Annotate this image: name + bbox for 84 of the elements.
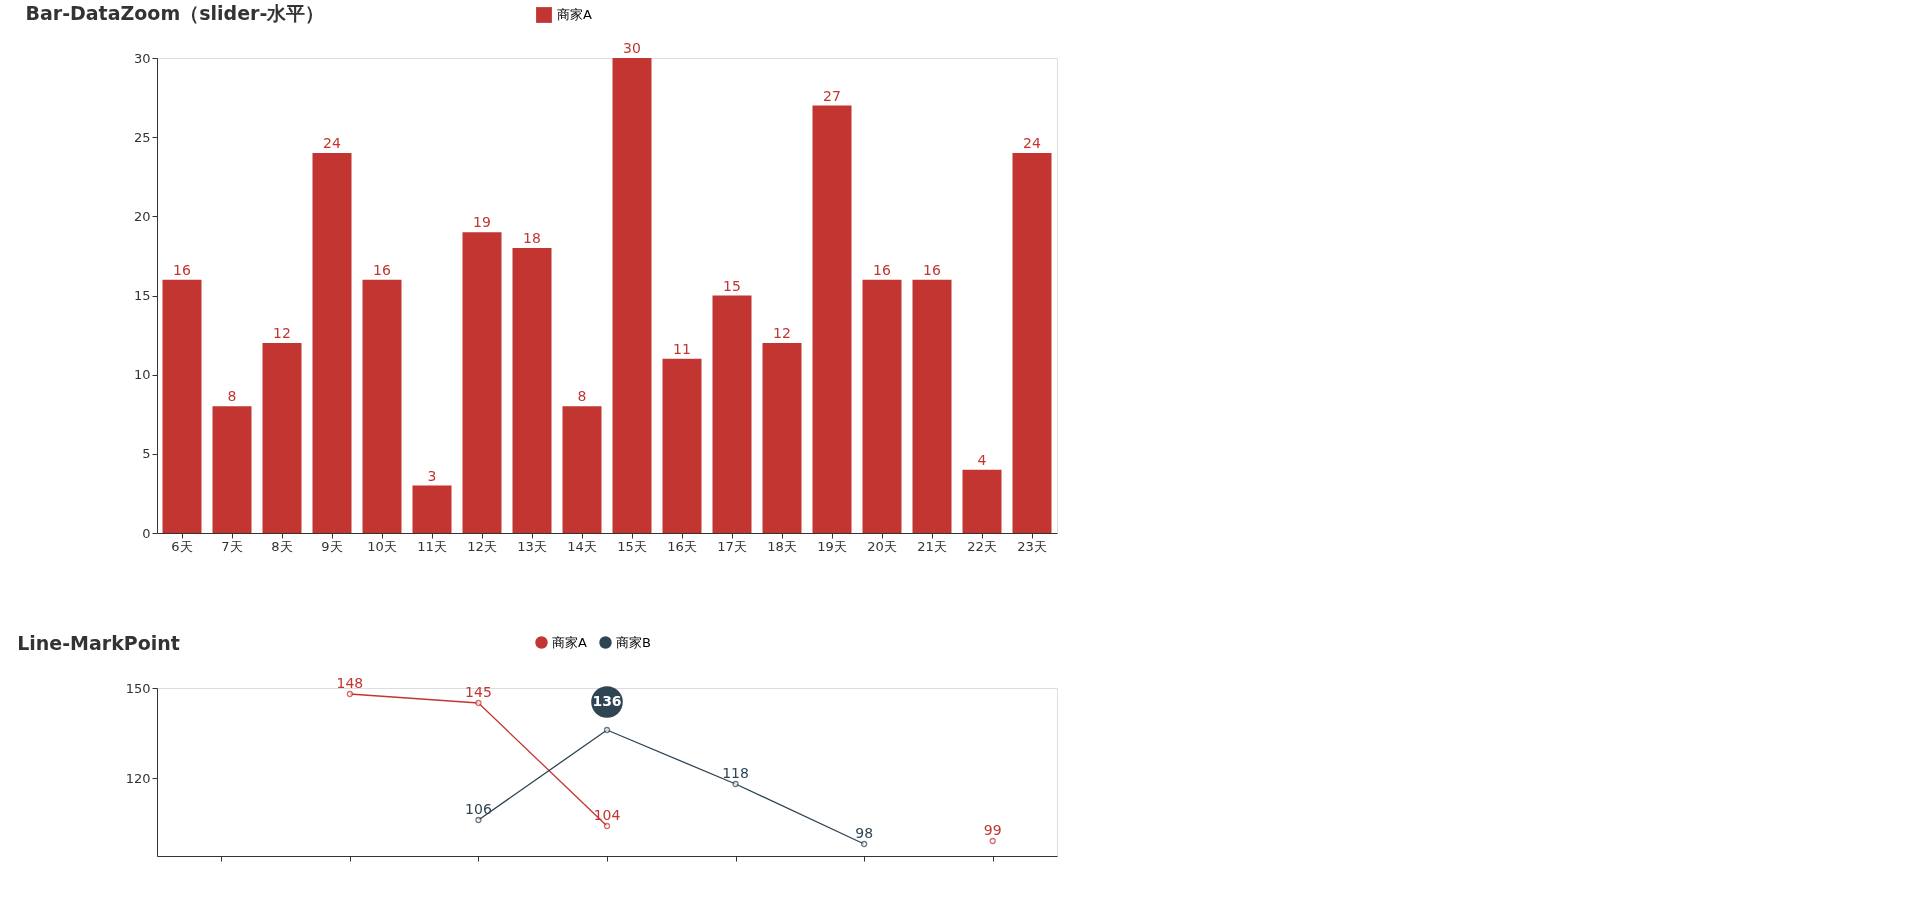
bar (362, 279, 402, 533)
x-tick-label: 23天 (1017, 538, 1047, 554)
y-tick-label: 0 (142, 525, 151, 541)
y-tick-label: 15 (133, 288, 151, 303)
legend-label: 商家A (557, 7, 592, 22)
data-label: 11 (673, 340, 691, 357)
bar (512, 248, 552, 533)
x-tick-label: 18天 (767, 538, 797, 554)
y-tick-label: 20 (133, 208, 151, 224)
y-tick-label: 25 (133, 129, 151, 145)
x-tick-label: 19天 (817, 538, 847, 554)
data-label: 145 (465, 684, 492, 700)
bar (462, 232, 502, 533)
chart-title: Bar-DataZoom（slider-水平） (25, 2, 325, 24)
x-tick-label: 7天 (221, 538, 243, 554)
bar (1012, 153, 1052, 533)
annotation: 136 (592, 693, 622, 709)
bar (612, 58, 652, 533)
point (603, 822, 611, 830)
x-tick-label: 22天 (967, 538, 997, 554)
bar (312, 153, 352, 533)
bar (412, 485, 452, 533)
data-label: 16 (923, 261, 941, 278)
bar (912, 279, 952, 533)
data-label: 16 (873, 261, 891, 278)
point (475, 699, 482, 707)
y-tick-label: 150 (125, 680, 151, 696)
data-label: 8 (577, 388, 587, 405)
data-label: 18 (523, 230, 541, 246)
data-label: 98 (855, 825, 874, 841)
y-tick-label: 120 (125, 770, 151, 786)
x-tick-label: 6天 (171, 538, 193, 554)
legend-label: 商家A (552, 634, 587, 650)
x-tick-label: 17天 (717, 538, 747, 554)
bar (562, 406, 602, 533)
x-tick-label: 15天 (617, 538, 647, 554)
x-tick-label: 21天 (917, 538, 947, 554)
data-label: 24 (323, 135, 341, 151)
y-tick-label: 10 (133, 367, 151, 383)
data-label: 4 (977, 451, 987, 468)
bar (662, 358, 702, 533)
bar (862, 279, 902, 533)
data-label: 19 (473, 214, 491, 231)
data-label: 16 (173, 261, 191, 278)
x-tick-label: 12天 (467, 538, 497, 554)
data-label: 148 (336, 675, 364, 691)
bar (162, 279, 202, 533)
data-label: 3 (427, 467, 437, 484)
point (989, 837, 996, 845)
x-tick-label: 11天 (417, 538, 447, 554)
point (475, 816, 482, 824)
x-tick-label: 8天 (271, 538, 293, 554)
chart-title: Line-MarkPoint (17, 632, 180, 654)
x-tick-label: 14天 (567, 538, 597, 554)
bar (962, 469, 1002, 533)
bar (762, 343, 802, 533)
bar (712, 295, 752, 533)
data-label: 27 (823, 87, 841, 104)
bar (262, 343, 302, 533)
x-tick-label: 9天 (321, 538, 343, 554)
data-label: 8 (227, 388, 237, 405)
data-label: 12 (273, 325, 291, 341)
point (346, 690, 354, 698)
data-label: 30 (623, 40, 641, 56)
data-label: 16 (373, 261, 391, 278)
data-label: 12 (773, 325, 791, 341)
x-tick-label: 13天 (517, 538, 547, 554)
x-tick-label: 16天 (667, 538, 697, 554)
point (732, 780, 739, 788)
x-tick-label: 10天 (367, 538, 397, 554)
data-label: 106 (465, 801, 492, 817)
point (603, 726, 611, 734)
y-tick-label: 5 (142, 446, 151, 462)
bar (212, 406, 252, 533)
y-tick-label: 30 (133, 50, 151, 66)
data-label: 15 (723, 277, 741, 294)
data-label: 118 (722, 765, 749, 781)
x-tick-label: 20天 (867, 538, 897, 554)
bar (812, 105, 852, 533)
legend-label: 商家B (616, 634, 651, 650)
data-label: 99 (983, 822, 1002, 838)
data-label: 24 (1023, 135, 1041, 151)
point (860, 840, 868, 848)
data-label: 104 (593, 807, 621, 823)
